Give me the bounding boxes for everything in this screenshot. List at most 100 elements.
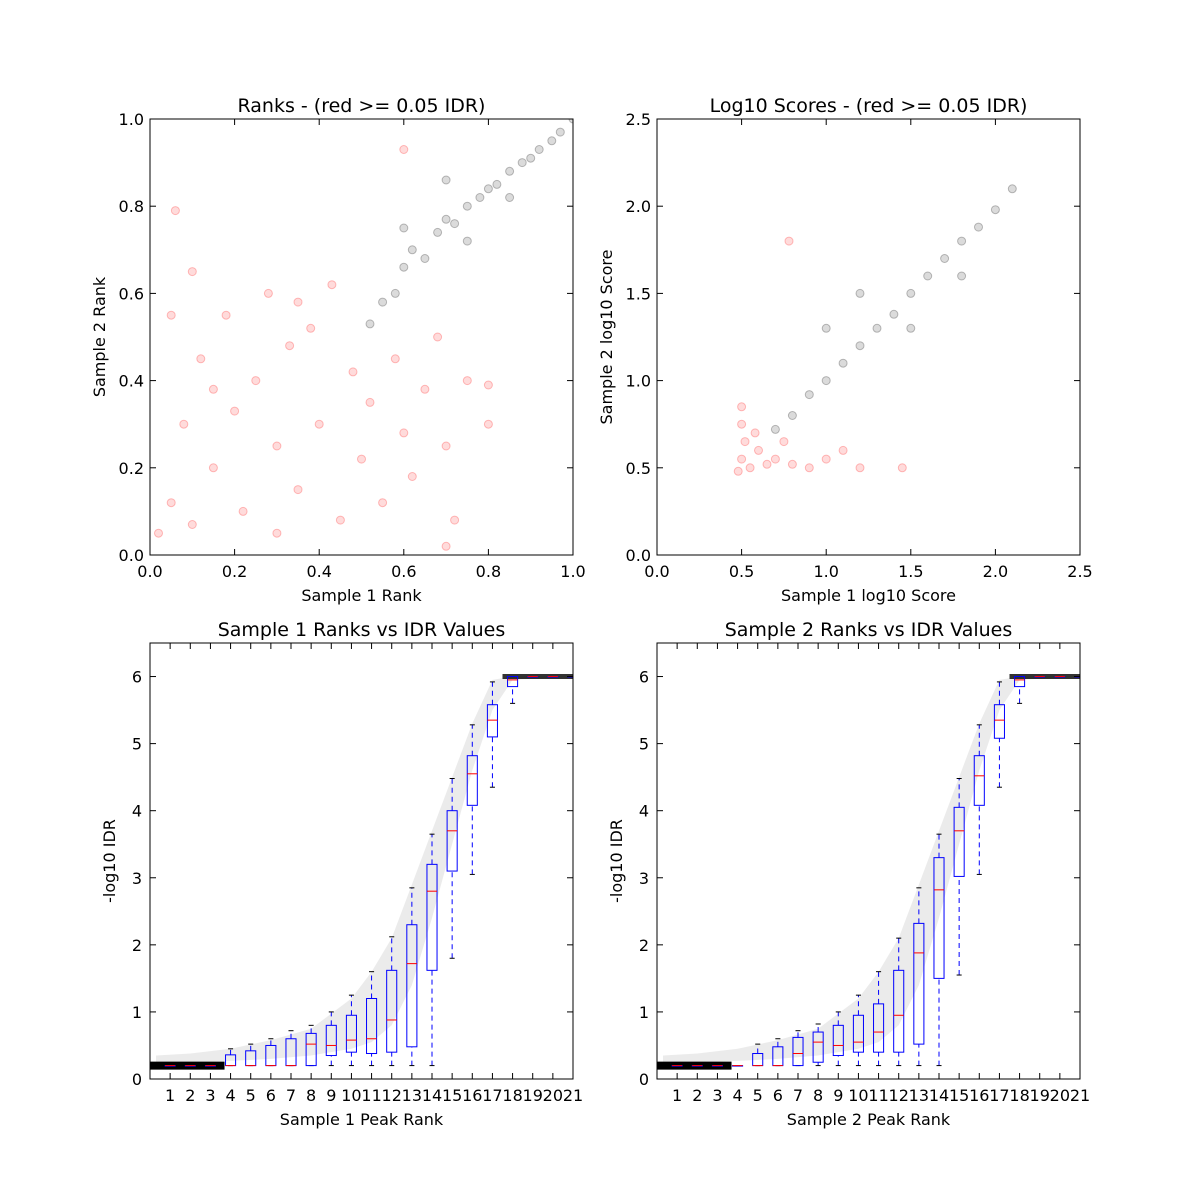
scatter-point [737, 402, 747, 412]
box-2 [691, 1065, 703, 1067]
y-tick-label: 2 [132, 936, 142, 955]
scatter-point [314, 419, 324, 429]
box-13 [913, 887, 925, 1067]
x-tick-label: 10 [341, 1086, 361, 1105]
scatter-point [821, 376, 831, 386]
scatter-point [855, 463, 865, 473]
scatter-point [179, 419, 189, 429]
box-iqr [366, 998, 378, 1055]
x-tick-label: 5 [246, 1086, 256, 1105]
axes-frame [149, 118, 574, 556]
box-iqr [426, 863, 438, 971]
scatter-point [327, 280, 337, 290]
scatter-point [196, 354, 206, 364]
box-iqr [933, 857, 945, 979]
scatter-point [568, 119, 573, 124]
scatter-point [166, 498, 176, 508]
y-tick-label: 4 [132, 802, 142, 821]
x-tick-label: 1 [165, 1086, 175, 1105]
scatter-point [450, 515, 460, 525]
y-tick-label: 2 [639, 936, 649, 955]
scatter-point [221, 310, 231, 320]
box-5 [752, 1043, 764, 1067]
box-iqr [345, 1014, 357, 1053]
scatter-point [855, 341, 865, 351]
density-band [663, 676, 1080, 1063]
scatter-point [407, 245, 417, 255]
scatter-point [555, 127, 565, 137]
x-tick-label: 16 [462, 1086, 482, 1105]
plot-area [150, 674, 573, 1070]
scatter-point [272, 441, 282, 451]
scatter-point [957, 271, 967, 281]
y-tick-label: 1.5 [626, 284, 651, 303]
scatter-point [872, 323, 882, 333]
box-iqr [466, 755, 478, 806]
scatter-point [526, 153, 536, 163]
y-tick-label: 5 [132, 735, 142, 754]
scatter-point [838, 358, 848, 368]
box-iqr [812, 1031, 824, 1063]
box-15 [446, 777, 458, 959]
x-tick-label: 0.0 [644, 562, 669, 581]
scatter-point [187, 267, 197, 277]
scatter-point [348, 367, 358, 377]
y-tick-label: 2.0 [626, 197, 651, 216]
scatter-point [821, 454, 831, 464]
scatter-point [238, 506, 248, 516]
box-8 [812, 1023, 824, 1067]
box-iqr [305, 1032, 317, 1067]
x-tick-label: 1.5 [898, 562, 923, 581]
x-tick-label: 3 [205, 1086, 215, 1105]
scatter-point [378, 297, 388, 307]
box-iqr [893, 969, 905, 1053]
axes-frame [656, 118, 1081, 556]
scatter-point [906, 323, 916, 333]
x-tick-label: 1.0 [813, 562, 838, 581]
scatter-point [737, 419, 747, 429]
y-tick-label: 0.5 [626, 459, 651, 478]
x-tick-label: 18 [502, 1086, 522, 1105]
scatter-point [390, 288, 400, 298]
x-tick-label: 2 [692, 1086, 702, 1105]
scatter-point [475, 193, 485, 202]
scatter-point [787, 459, 797, 469]
x-tick-label: 14 [929, 1086, 949, 1105]
y-tick-label: 0.8 [119, 197, 144, 216]
scatter-point [230, 406, 240, 416]
scatter-point [483, 380, 493, 390]
density-band [156, 676, 573, 1063]
y-axis-label: Sample 2 log10 Score [597, 250, 616, 425]
y-tick-label: 0.4 [119, 372, 144, 391]
box-2 [184, 1065, 196, 1067]
scatter-point [441, 541, 451, 551]
box-4 [732, 1065, 744, 1067]
scatter-point [974, 222, 983, 232]
x-tick-label: 0.2 [222, 562, 247, 581]
scatter-point [787, 411, 797, 420]
x-tick-label: 12 [382, 1086, 402, 1105]
box-iqr [325, 1024, 337, 1057]
box-4 [225, 1048, 237, 1067]
scatter-point [433, 332, 443, 342]
scatter-point [990, 205, 1000, 215]
scatter-point [285, 341, 295, 351]
box-16 [973, 724, 985, 875]
scatter-point [208, 384, 218, 394]
scatter-point [450, 219, 460, 229]
scatter-point [420, 254, 430, 263]
scatter-point [492, 179, 502, 189]
x-tick-label: 21 [1070, 1086, 1090, 1105]
scatter-point [804, 463, 814, 473]
x-tick-label: 3 [712, 1086, 722, 1105]
x-tick-label: 2 [185, 1086, 195, 1105]
x-tick-label: 15 [442, 1086, 462, 1105]
y-tick-label: 6 [132, 668, 142, 687]
box-12 [386, 936, 398, 1067]
x-tick-label: 13 [402, 1086, 422, 1105]
y-tick-label: 4 [639, 802, 649, 821]
box-iqr [446, 810, 458, 872]
box-1 [164, 1065, 176, 1067]
box-8 [305, 1024, 317, 1067]
